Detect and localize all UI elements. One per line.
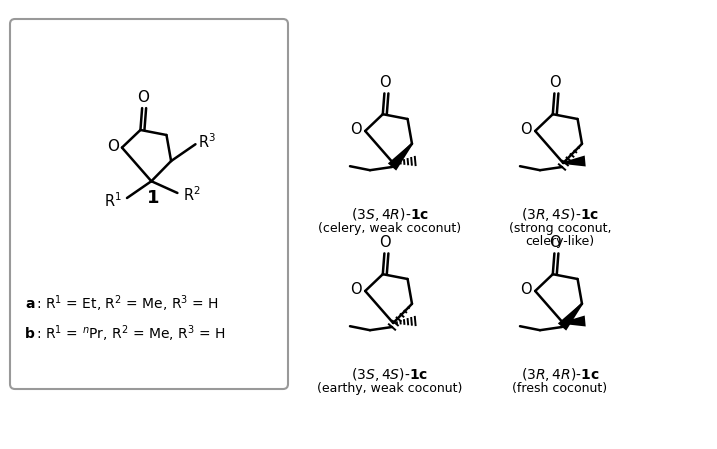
Polygon shape [388, 143, 413, 171]
Text: a: a [25, 297, 34, 311]
Text: (strong coconut,: (strong coconut, [509, 222, 612, 235]
Text: O: O [351, 123, 362, 137]
Text: O: O [550, 75, 561, 90]
Text: O: O [379, 75, 391, 90]
Text: R$^2$: R$^2$ [183, 185, 200, 204]
Text: $(3\mathit{S},4\mathit{S})$-$\mathbf{1c}$: $(3\mathit{S},4\mathit{S})$-$\mathbf{1c}… [351, 366, 429, 383]
Text: O: O [521, 123, 532, 137]
Text: O: O [550, 235, 561, 250]
Text: (earthy, weak coconut): (earthy, weak coconut) [318, 382, 462, 395]
Text: $(3\mathit{R},4\mathit{S})$-$\mathbf{1c}$: $(3\mathit{R},4\mathit{S})$-$\mathbf{1c}… [521, 206, 599, 223]
Text: O: O [107, 139, 119, 154]
Text: (celery, weak coconut): (celery, weak coconut) [318, 222, 462, 235]
Text: O: O [379, 235, 391, 250]
Text: : R$^1$ = Et, R$^2$ = Me, R$^3$ = H: : R$^1$ = Et, R$^2$ = Me, R$^3$ = H [36, 294, 219, 314]
Text: : R$^1$ = $^n$Pr, R$^2$ = Me, R$^3$ = H: : R$^1$ = $^n$Pr, R$^2$ = Me, R$^3$ = H [36, 324, 225, 344]
Text: O: O [351, 282, 362, 298]
Text: $(3\mathit{S},4\mathit{R})$-$\mathbf{1c}$: $(3\mathit{S},4\mathit{R})$-$\mathbf{1c}… [351, 206, 429, 223]
Text: celery-like): celery-like) [526, 235, 594, 248]
FancyBboxPatch shape [10, 19, 288, 389]
Text: O: O [137, 90, 149, 105]
Text: (fresh coconut): (fresh coconut) [513, 382, 607, 395]
Text: 1: 1 [147, 189, 159, 207]
Polygon shape [563, 316, 586, 326]
Polygon shape [563, 155, 586, 167]
Polygon shape [558, 303, 583, 330]
Text: b: b [25, 327, 35, 341]
Text: $(3\mathit{R},4\mathit{R})$-$\mathbf{1c}$: $(3\mathit{R},4\mathit{R})$-$\mathbf{1c}… [521, 366, 599, 383]
Text: R$^3$: R$^3$ [199, 132, 217, 150]
Text: R$^1$: R$^1$ [104, 192, 122, 210]
Text: O: O [521, 282, 532, 298]
